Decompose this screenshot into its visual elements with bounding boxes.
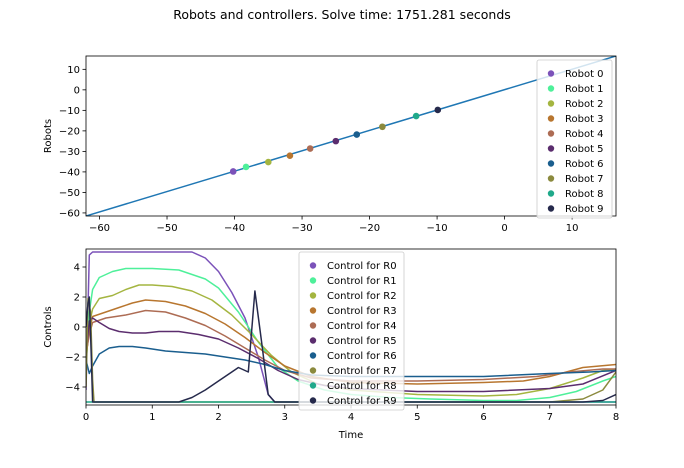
controls-ytick-label: 2 — [74, 293, 80, 304]
robots-xtick-label: −20 — [359, 223, 380, 234]
controls-ytick-label: 0 — [74, 323, 80, 334]
controls-legend-marker — [309, 322, 317, 329]
robots-legend-marker — [547, 160, 555, 167]
robots-ytick-label: 0 — [74, 85, 80, 96]
robots-xtick-label: −50 — [156, 223, 177, 234]
robots-ytick-label: −10 — [59, 106, 80, 117]
controls-legend-marker — [309, 262, 317, 269]
controls-legend-label: Control for R8 — [327, 381, 397, 392]
controls-plot-area — [86, 251, 616, 403]
robots-legend-label: Robot 2 — [565, 99, 604, 110]
controls-xtick-label: 1 — [149, 412, 155, 423]
controls-legend-marker — [309, 382, 317, 389]
robot-point — [379, 123, 386, 131]
robot-point — [332, 137, 340, 145]
robots-legend-label: Robot 7 — [565, 174, 604, 185]
robots-xtick-label: −40 — [224, 223, 245, 234]
robots-legend-marker — [547, 85, 555, 92]
controls-ytick-label: −4 — [65, 383, 80, 394]
controls-xtick-label: 4 — [348, 412, 354, 423]
robots-xtick-label: 10 — [566, 223, 579, 234]
controls-legend-label: Control for R6 — [327, 351, 397, 362]
controls-xtick-label: 2 — [215, 412, 221, 423]
robots-legend-label: Robot 6 — [565, 159, 604, 170]
robots-legend-label: Robot 0 — [565, 69, 604, 80]
robots-ytick-label: −60 — [59, 208, 80, 219]
robots-legend-label: Robot 8 — [565, 189, 604, 200]
robots-legend-label: Robot 9 — [565, 204, 604, 215]
robots-scatter-chart: −60 −50 −40 −30 −20 −10 0 10 10 0 −10 −20 −30 −40 −50 −… — [43, 55, 617, 234]
robot-point — [286, 152, 294, 159]
controls-legend-marker — [309, 292, 317, 299]
controls-ylabel: Controls — [43, 306, 54, 347]
control-series-line — [86, 290, 616, 403]
robots-legend-marker — [547, 100, 555, 107]
control-series-line — [86, 309, 616, 382]
controls-legend-marker — [309, 337, 317, 344]
robots-xtick-label: −10 — [427, 223, 448, 234]
controls-legend-label: Control for R2 — [327, 291, 397, 302]
robots-ytick-label: −50 — [59, 188, 80, 199]
figure-title: Robots and controllers. Solve time: 1751… — [173, 7, 511, 22]
controls-xlabel: Time — [338, 430, 363, 441]
controls-xtick-label: 7 — [547, 412, 553, 423]
robots-legend-marker — [547, 70, 555, 77]
robots-legend-label: Robot 5 — [565, 144, 604, 155]
robots-legend-label: Robot 3 — [565, 114, 604, 125]
robots-ytick-label: −20 — [59, 126, 80, 137]
controls-legend-label: Control for R5 — [327, 336, 397, 347]
robots-reference-line — [86, 56, 616, 216]
controls-legend-label: Control for R1 — [327, 276, 397, 287]
controls-legend-label: Control for R4 — [327, 321, 397, 332]
robots-xtick-label: 0 — [501, 223, 507, 234]
robots-frame — [85, 55, 617, 217]
control-series-line — [86, 345, 616, 378]
controls-legend-marker — [309, 307, 317, 314]
robots-xtick-label: −30 — [291, 223, 312, 234]
controls-legend-marker — [309, 277, 317, 284]
robots-legend-label: Robot 4 — [565, 129, 604, 140]
robots-legend-marker — [547, 175, 555, 182]
controls-legend-label: Control for R9 — [327, 396, 397, 407]
controls-xtick-label: 3 — [282, 412, 288, 423]
robots-legend-marker — [547, 145, 555, 152]
control-series-line — [86, 299, 616, 385]
robots-legend-marker — [547, 190, 555, 197]
controls-xtick-label: 6 — [480, 412, 486, 423]
robot-point — [264, 158, 272, 166]
robot-point — [412, 112, 420, 120]
control-series-line — [86, 317, 616, 393]
control-series-line — [86, 284, 616, 397]
controls-legend-box — [298, 251, 405, 411]
robots-plot-area — [86, 56, 616, 216]
controls-legend-marker — [309, 397, 317, 404]
controls-xtick-label: 8 — [613, 412, 619, 423]
robot-point — [306, 145, 314, 152]
controls-xtick-label: 5 — [414, 412, 420, 423]
robots-ytick-label: −30 — [59, 147, 80, 158]
robot-point — [434, 106, 442, 114]
robots-legend-marker — [547, 205, 555, 212]
robots-xtick-label: −60 — [89, 223, 110, 234]
robots-ytick-label: 10 — [67, 65, 80, 76]
robot-point — [353, 131, 361, 138]
robots-legend-marker — [547, 115, 555, 122]
controls-legend-label: Control for R3 — [327, 306, 397, 317]
robots-ytick-label: −40 — [59, 167, 80, 178]
controls-legend-marker — [309, 352, 317, 359]
controls-xtick-label: 0 — [83, 412, 89, 423]
controls-legend-marker — [309, 367, 317, 374]
controls-ytick-label: 4 — [74, 263, 80, 274]
controls-line-chart: 0 1 2 3 4 5 6 7 8 4 2 0 −2 −4 Controls Time Control for … — [43, 248, 619, 441]
robot-point — [229, 168, 237, 175]
robots-ylabel: Robots — [43, 119, 54, 153]
controls-legend-label: Control for R0 — [327, 261, 397, 272]
robots-legend-marker — [547, 130, 555, 137]
robot-point — [242, 163, 250, 171]
controls-legend-label: Control for R7 — [327, 366, 397, 377]
controls-ytick-label: −2 — [65, 353, 80, 364]
robots-legend-box — [536, 59, 613, 219]
robots-legend-label: Robot 1 — [565, 84, 604, 95]
